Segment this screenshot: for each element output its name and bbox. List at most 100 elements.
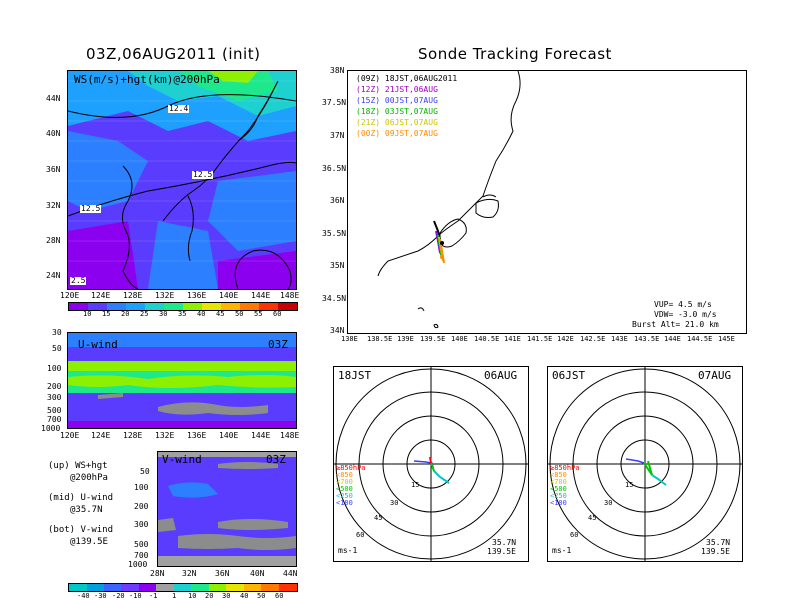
track-info: Burst Alt= 21.0 km: [632, 320, 719, 329]
track-info: VUP= 4.5 m/s: [654, 300, 712, 309]
colorbar-tick: 60: [273, 310, 282, 318]
track-lon-tick: 144.5E: [687, 335, 713, 343]
colorbar-cell: [88, 303, 107, 310]
v-lat-tick: 36N: [215, 569, 230, 578]
v-wind-colorbar: [68, 583, 298, 592]
colorbar-cell: [145, 303, 164, 310]
hodo-lon: 139.5E: [701, 547, 730, 556]
u-lon-tick: 120E: [60, 431, 80, 440]
colorbar-cell: [183, 303, 202, 310]
map-lon-tick: 140E: [219, 291, 239, 300]
v-colorbar-tick: -10: [129, 592, 142, 600]
v-colorbar-tick: 40: [240, 592, 249, 600]
u-wind-panel: U-wind 03Z: [67, 332, 297, 429]
v-lat-tick: 40N: [250, 569, 265, 578]
u-lon-tick: 136E: [187, 431, 207, 440]
u-wind-time: 03Z: [268, 338, 288, 351]
v-colorbar-tick: 10: [188, 592, 197, 600]
hodo-lat: 35.7N: [706, 538, 731, 547]
colorbar-cell: [221, 303, 240, 310]
track-lat-tick: 35N: [330, 261, 345, 270]
hodo-ring-label: 60: [570, 531, 579, 539]
track-lat-tick: 35.5N: [322, 229, 347, 238]
u-lon-tick: 124E: [91, 431, 111, 440]
v-p-tick: 700: [134, 551, 149, 560]
colorbar-tick: 40: [197, 310, 206, 318]
v-wind-label: V-wind: [162, 453, 202, 466]
hodo-ring-label: 45: [588, 514, 597, 522]
contour-label: 12.4: [168, 104, 190, 113]
v-p-tick: 300: [134, 520, 149, 529]
v-colorbar-tick: -1: [149, 592, 158, 600]
contour-label: 12.5: [80, 204, 102, 213]
wind-speed-map: WS(m/s)+hgt(km)@200hPa 12.4 12.5 12.5 2.…: [67, 70, 297, 290]
colorbar-tick: 20: [121, 310, 130, 318]
v-p-tick: 1000: [128, 560, 148, 569]
colorbar-cell: [226, 584, 244, 591]
colorbar-cell: [156, 584, 174, 591]
map-panel-label: WS(m/s)+hgt(km)@200hPa: [74, 73, 220, 86]
colorbar-cell: [87, 584, 104, 591]
track-legend-entry: (09Z) 18JST,06AUG2011: [356, 74, 458, 83]
track-info: VDW= -3.0 m/s: [654, 310, 717, 319]
colorbar-cell: [69, 584, 87, 591]
map-lat-tick: 44N: [46, 94, 61, 103]
track-lat-tick: 37N: [330, 131, 345, 140]
map-lat-tick: 36N: [46, 165, 61, 174]
track-lat-tick: 36.5N: [322, 164, 347, 173]
hodograph-18jst: 18JST 06AUG 15 30 45 60 ≥850hPa <850 <70…: [333, 366, 529, 562]
colorbar-cell: [107, 303, 126, 310]
hodo-lat: 35.7N: [492, 538, 517, 547]
u-lon-tick: 148E: [280, 431, 300, 440]
track-lon-tick: 140E: [451, 335, 468, 343]
note-mid: (mid) U-wind: [48, 493, 114, 503]
note-up: (up) WS+hgt: [48, 461, 108, 471]
track-lat-tick: 34.5N: [322, 294, 347, 303]
colorbar-cell: [279, 584, 297, 591]
colorbar-tick: 55: [254, 310, 263, 318]
colorbar-cell: [209, 584, 226, 591]
track-lon-tick: 142E: [557, 335, 574, 343]
colorbar-tick: 35: [178, 310, 187, 318]
track-legend-entry: (21Z) 06JST,07AUG: [356, 118, 438, 127]
u-p-tick: 300: [47, 393, 62, 402]
hodo-date: 06AUG: [484, 369, 518, 382]
colorbar-tick: 15: [102, 310, 111, 318]
hodo-unit: ms-1: [338, 546, 358, 555]
track-lon-tick: 142.5E: [580, 335, 606, 343]
colorbar-cell: [261, 584, 279, 591]
track-lon-tick: 139.5E: [420, 335, 446, 343]
track-lon-tick: 141.5E: [527, 335, 553, 343]
u-p-tick: 30: [52, 328, 62, 337]
colorbar-tick: 30: [159, 310, 168, 318]
track-legend-entry: (15Z) 00JST,07AUG: [356, 96, 438, 105]
hodo-lon: 139.5E: [487, 547, 516, 556]
colorbar-cell: [174, 584, 191, 591]
hodo-date: 07AUG: [698, 369, 732, 382]
colorbar-cell: [126, 303, 145, 310]
u-lon-tick: 140E: [219, 431, 239, 440]
v-p-tick: 200: [134, 502, 149, 511]
colorbar-cell: [191, 584, 209, 591]
u-p-tick: 200: [47, 382, 62, 391]
v-p-tick: 50: [140, 467, 150, 476]
track-lat-tick: 34N: [330, 326, 345, 335]
note-bot: (bot) V-wind: [48, 525, 114, 535]
map-lat-tick: 28N: [46, 236, 61, 245]
colorbar-cell: [278, 303, 297, 310]
track-legend-entry: (18Z) 03JST,07AUG: [356, 107, 438, 116]
left-title: 03Z,06AUG2011 (init): [86, 45, 261, 63]
v-colorbar-tick: 1: [172, 592, 177, 600]
v-colorbar-tick: -30: [94, 592, 107, 600]
note-mid: @35.7N: [70, 505, 103, 515]
map-lon-tick: 132E: [155, 291, 175, 300]
hodo-ring-label: 60: [356, 531, 365, 539]
v-colorbar-tick: 50: [257, 592, 266, 600]
track-lon-tick: 143E: [611, 335, 628, 343]
colorbar-cell: [69, 303, 88, 310]
hodo-level: <700: [336, 478, 353, 486]
wind-speed-colorbar: [68, 302, 298, 311]
track-lon-tick: 138E: [341, 335, 358, 343]
colorbar-tick: 10: [83, 310, 92, 318]
colorbar-tick: 50: [235, 310, 244, 318]
